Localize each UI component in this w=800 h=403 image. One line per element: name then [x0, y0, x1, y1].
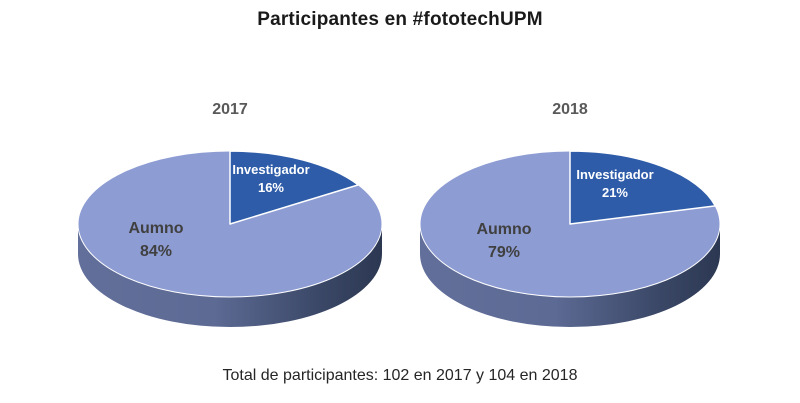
slice-label-2018-investigador: Investigador 21%: [576, 166, 653, 202]
slice-name: Investigador: [232, 162, 310, 177]
pie-2018-shape: [419, 150, 721, 327]
slice-label-2018-aumno: Aumno 79%: [476, 218, 531, 264]
slice-label-2017-investigador: Investigador 16%: [232, 161, 309, 197]
slice-name: Aumno: [128, 220, 184, 237]
slice-name: Aumno: [476, 221, 532, 238]
slice-percent: 16%: [257, 180, 285, 195]
pie-2017-shape: [77, 150, 383, 327]
slice-percent: 79%: [487, 244, 521, 261]
slice-label-2017-aumno: Aumno 84%: [128, 217, 183, 263]
slice-percent: 21%: [601, 185, 629, 200]
total-caption: Total de participantes: 102 en 2017 y 10…: [222, 367, 578, 384]
pie-2017-title: 2017: [212, 101, 248, 118]
pie-2018-title: 2018: [552, 101, 588, 118]
slice-name: Investigador: [576, 167, 654, 182]
slice-percent: 84%: [139, 243, 173, 260]
chart-title: Participantes en #fototechUPM: [257, 9, 543, 30]
